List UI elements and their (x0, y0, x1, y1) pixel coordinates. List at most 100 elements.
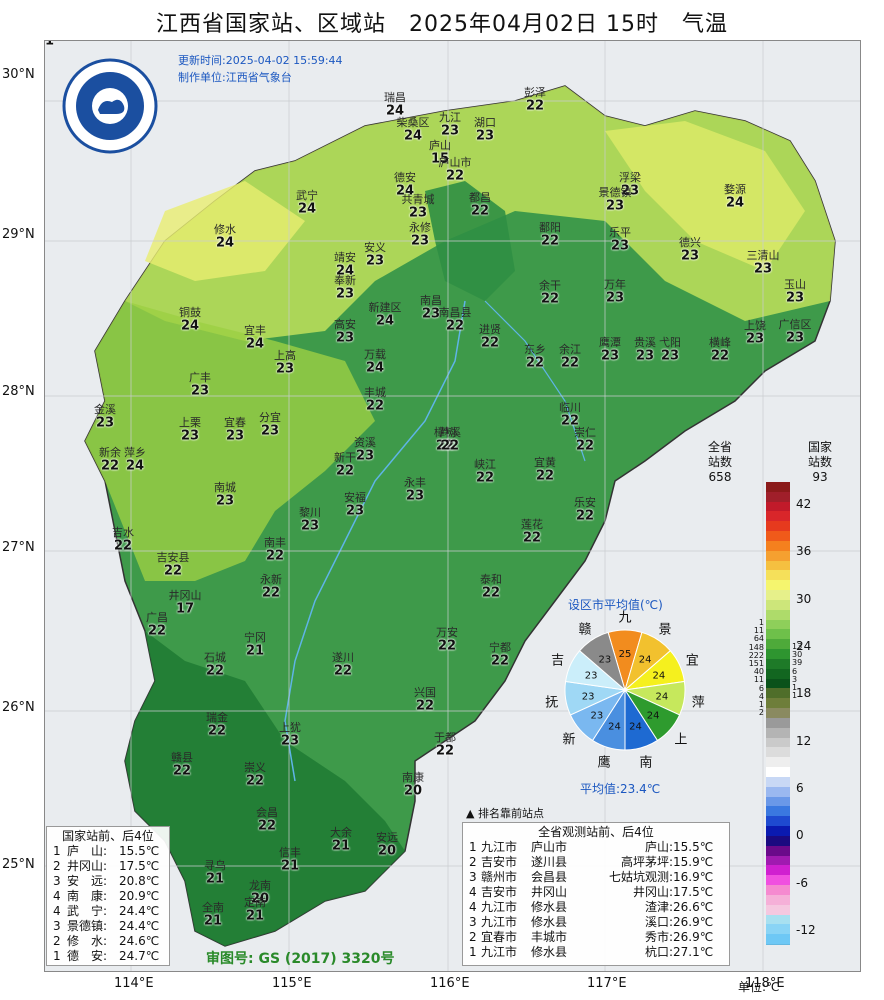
station-temperature[interactable]: 23 (785, 330, 805, 346)
station-temperature[interactable]: 22 (710, 348, 730, 364)
station-temperature[interactable]: 23 (475, 128, 495, 144)
station-temperature[interactable]: 24 (365, 360, 385, 376)
station-temperature[interactable]: 23 (440, 123, 460, 139)
station-temperature[interactable]: 23 (215, 493, 235, 509)
station-temperature[interactable]: 22 (163, 563, 183, 579)
station-temperature[interactable]: 23 (95, 415, 115, 431)
station-temperature[interactable]: 22 (560, 413, 580, 429)
station-temperature[interactable]: 20 (377, 843, 397, 859)
station-temperature[interactable]: 21 (44, 40, 55, 49)
station-temperature[interactable]: 23 (345, 503, 365, 519)
station-temperature[interactable]: 24 (335, 263, 355, 279)
station-temperature[interactable]: 22 (415, 698, 435, 714)
pie-slice[interactable] (578, 631, 626, 692)
station-name: 黎川 (299, 506, 321, 519)
station-temperature[interactable]: 23 (260, 423, 280, 439)
station-temperature[interactable]: 23 (410, 233, 430, 249)
station-temperature[interactable]: 22 (540, 233, 560, 249)
station-temperature[interactable]: 23 (365, 253, 385, 269)
station-temperature[interactable]: 22 (333, 663, 353, 679)
station-temperature[interactable]: 22 (245, 773, 265, 789)
station-temperature[interactable]: 22 (470, 203, 490, 219)
station-temperature[interactable]: 23 (753, 261, 773, 277)
station-temperature[interactable]: 22 (265, 548, 285, 564)
station-temperature[interactable]: 21 (245, 908, 265, 924)
station-temperature[interactable]: 22 (522, 530, 542, 546)
station-temperature[interactable]: 22 (535, 468, 555, 484)
station-temperature[interactable]: 22 (440, 438, 460, 454)
province-value: 16.9℃ (673, 870, 714, 884)
station-temperature[interactable]: 23 (635, 348, 655, 364)
station-temperature[interactable]: 22 (365, 398, 385, 414)
station-temperature[interactable]: 21 (205, 871, 225, 887)
station-temperature[interactable]: 24 (180, 318, 200, 334)
station-temperature[interactable]: 22 (525, 355, 545, 371)
station-temperature[interactable]: 22 (335, 463, 355, 479)
station-temperature[interactable]: 21 (203, 913, 223, 929)
station-temperature[interactable]: 20 (403, 783, 423, 799)
station-temperature[interactable]: 22 (207, 723, 227, 739)
station-temperature[interactable]: 22 (435, 438, 455, 454)
station-temperature[interactable]: 23 (421, 306, 441, 322)
station-temperature[interactable]: 23 (785, 290, 805, 306)
station-temperature[interactable]: 22 (575, 508, 595, 524)
station-temperature[interactable]: 23 (335, 330, 355, 346)
station-temperature[interactable]: 15 (430, 151, 450, 167)
station-temperature[interactable]: 23 (680, 248, 700, 264)
station-temperature[interactable]: 23 (355, 448, 375, 464)
station-name: 武宁 (296, 189, 318, 202)
station-temperature[interactable]: 21 (245, 643, 265, 659)
station-temperature[interactable]: 22 (480, 335, 500, 351)
station-temperature[interactable]: 22 (257, 818, 277, 834)
station-name: 宜春 (224, 416, 246, 429)
station-temperature[interactable]: 23 (225, 428, 245, 444)
station-temperature[interactable]: 23 (280, 733, 300, 749)
station-temperature[interactable]: 24 (385, 103, 405, 119)
station-temperature[interactable]: 17 (175, 601, 195, 617)
station-temperature[interactable]: 22 (540, 291, 560, 307)
station-temperature[interactable]: 22 (261, 585, 281, 601)
station-temperature[interactable]: 22 (147, 623, 167, 639)
station-temperature[interactable]: 22 (437, 638, 457, 654)
station-temperature[interactable]: 22 (525, 98, 545, 114)
province-value: 26.9℃ (673, 930, 714, 944)
station-temperature[interactable]: 24 (725, 195, 745, 211)
station-temperature[interactable]: 22 (445, 168, 465, 184)
station-temperature[interactable]: 24 (395, 183, 415, 199)
station-temperature[interactable]: 23 (745, 331, 765, 347)
station-temperature[interactable]: 23 (275, 361, 295, 377)
station-temperature[interactable]: 23 (620, 183, 640, 199)
station-temperature[interactable]: 23 (300, 518, 320, 534)
station-temperature[interactable]: 22 (445, 318, 465, 334)
station-temperature[interactable]: 23 (190, 383, 210, 399)
station-temperature[interactable]: 22 (172, 763, 192, 779)
station-temperature[interactable]: 23 (605, 290, 625, 306)
map-frame[interactable]: 瑞昌 24 九江 23 湖口 23 彭泽 22 庐山 15 柴桑区 24 庐山市 22 德安 24 武宁 24 共青… (44, 40, 861, 972)
station-temperature[interactable]: 22 (475, 470, 495, 486)
station-temperature[interactable]: 22 (481, 585, 501, 601)
station-temperature[interactable]: 21 (280, 858, 300, 874)
station-temperature[interactable]: 22 (435, 743, 455, 759)
station-temperature[interactable]: 23 (660, 348, 680, 364)
station-temperature[interactable]: 23 (408, 205, 428, 221)
station-temperature[interactable]: 24 (297, 201, 317, 217)
station-temperature[interactable]: 23 (610, 238, 630, 254)
station-temperature[interactable]: 22 (490, 653, 510, 669)
station-temperature[interactable]: 24 (245, 336, 265, 352)
station-temperature[interactable]: 24 (375, 313, 395, 329)
station-temperature[interactable]: 22 (575, 438, 595, 454)
station-temperature[interactable]: 21 (331, 838, 351, 854)
station-temperature[interactable]: 24 (215, 235, 235, 251)
station-temperature[interactable]: 24 (125, 458, 145, 474)
station-temperature[interactable]: 24 (403, 128, 423, 144)
station-temperature[interactable]: 23 (605, 198, 625, 214)
station-temperature[interactable]: 23 (180, 428, 200, 444)
station-temperature[interactable]: 22 (100, 458, 120, 474)
station-temperature[interactable]: 22 (205, 663, 225, 679)
station-temperature[interactable]: 23 (405, 488, 425, 504)
station-temperature[interactable]: 22 (113, 538, 133, 554)
station-temperature[interactable]: 20 (250, 891, 270, 907)
station-temperature[interactable]: 23 (600, 348, 620, 364)
station-temperature[interactable]: 23 (335, 286, 355, 302)
station-temperature[interactable]: 22 (560, 355, 580, 371)
